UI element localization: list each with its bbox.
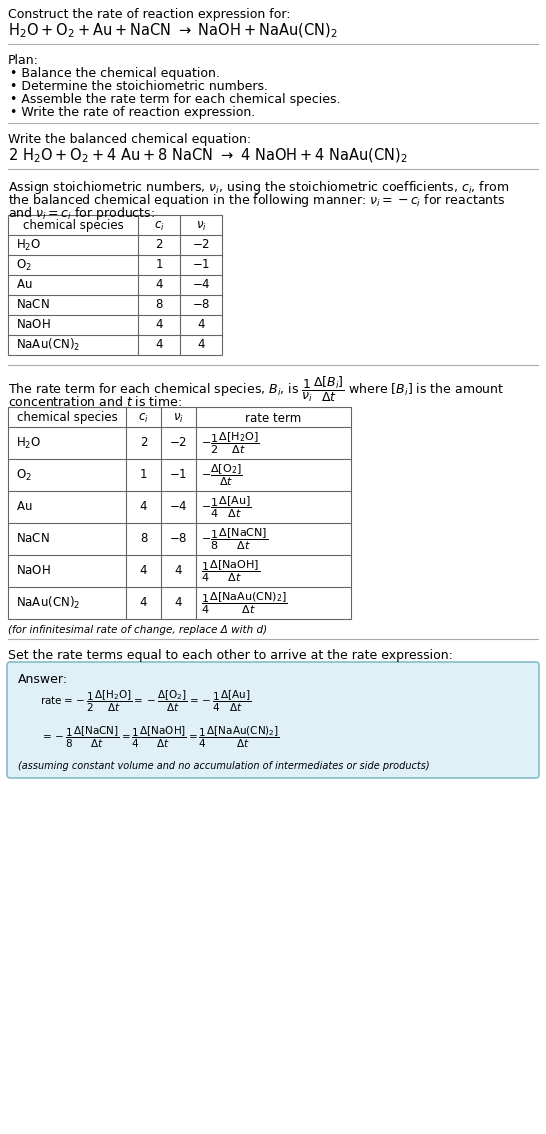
Bar xyxy=(8,407,351,619)
Text: Assign stoichiometric numbers, $\nu_i$, using the stoichiometric coefficients, $: Assign stoichiometric numbers, $\nu_i$, … xyxy=(8,179,509,196)
Text: $\nu_i$: $\nu_i$ xyxy=(173,412,184,424)
Text: $\mathrm{NaOH}$: $\mathrm{NaOH}$ xyxy=(16,565,51,577)
Text: (assuming constant volume and no accumulation of intermediates or side products): (assuming constant volume and no accumul… xyxy=(18,761,430,771)
Text: concentration and $t$ is time:: concentration and $t$ is time: xyxy=(8,395,182,409)
Text: $\mathrm{H_2O + O_2 + Au + NaCN}\ \rightarrow\ \mathrm{NaOH + NaAu(CN)_2}$: $\mathrm{H_2O + O_2 + Au + NaCN}\ \right… xyxy=(8,22,337,41)
Text: $\mathrm{NaAu(CN)_2}$: $\mathrm{NaAu(CN)_2}$ xyxy=(16,595,80,611)
Text: (for infinitesimal rate of change, replace Δ with d): (for infinitesimal rate of change, repla… xyxy=(8,625,267,635)
Text: $\mathrm{O_2}$: $\mathrm{O_2}$ xyxy=(16,467,32,483)
Text: 4: 4 xyxy=(155,339,163,352)
Text: 4: 4 xyxy=(155,279,163,291)
Text: $= -\dfrac{1}{8}\dfrac{\Delta [\mathrm{NaCN}]}{\Delta t}= \dfrac{1}{4}\dfrac{\De: $= -\dfrac{1}{8}\dfrac{\Delta [\mathrm{N… xyxy=(40,725,280,751)
Text: Set the rate terms equal to each other to arrive at the rate expression:: Set the rate terms equal to each other t… xyxy=(8,649,453,662)
Text: $4$: $4$ xyxy=(197,339,205,352)
Text: $\mathrm{O_2}$: $\mathrm{O_2}$ xyxy=(16,257,32,272)
Text: 8: 8 xyxy=(140,533,147,545)
Text: $\dfrac{1}{4}\dfrac{\Delta [\mathrm{NaAu(CN)_2}]}{\Delta t}$: $\dfrac{1}{4}\dfrac{\Delta [\mathrm{NaAu… xyxy=(201,591,288,616)
Text: $-2$: $-2$ xyxy=(169,437,188,449)
Text: $4$: $4$ xyxy=(174,596,183,609)
Text: $\mathrm{NaAu(CN)_2}$: $\mathrm{NaAu(CN)_2}$ xyxy=(16,337,80,353)
Text: 2: 2 xyxy=(155,238,163,252)
Text: $\mathrm{2\ H_2O + O_2 + 4\ Au + 8\ NaCN}\ \rightarrow\ \mathrm{4\ NaOH + 4\ NaA: $\mathrm{2\ H_2O + O_2 + 4\ Au + 8\ NaCN… xyxy=(8,147,408,166)
Text: $-2$: $-2$ xyxy=(192,238,210,252)
Text: • Determine the stoichiometric numbers.: • Determine the stoichiometric numbers. xyxy=(10,81,268,93)
Text: 4: 4 xyxy=(140,596,147,609)
Text: $\mathrm{H_2O}$: $\mathrm{H_2O}$ xyxy=(16,237,41,253)
Text: $\mathrm{Au}$: $\mathrm{Au}$ xyxy=(16,500,32,514)
Text: 4: 4 xyxy=(140,500,147,514)
Text: $-1$: $-1$ xyxy=(192,259,210,271)
Bar xyxy=(8,215,222,355)
Text: $c_i$: $c_i$ xyxy=(153,220,164,232)
Text: Answer:: Answer: xyxy=(18,672,68,686)
Text: $\mathrm{H_2O}$: $\mathrm{H_2O}$ xyxy=(16,435,41,450)
Text: $4$: $4$ xyxy=(197,319,205,331)
Text: $\mathrm{Au}$: $\mathrm{Au}$ xyxy=(16,279,32,291)
Text: Construct the rate of reaction expression for:: Construct the rate of reaction expressio… xyxy=(8,8,290,22)
Text: Write the balanced chemical equation:: Write the balanced chemical equation: xyxy=(8,133,251,146)
Text: $4$: $4$ xyxy=(174,565,183,577)
Text: the balanced chemical equation in the following manner: $\nu_i = -c_i$ for react: the balanced chemical equation in the fo… xyxy=(8,192,506,209)
Text: $-\dfrac{1}{4}\dfrac{\Delta [\mathrm{Au}]}{\Delta t}$: $-\dfrac{1}{4}\dfrac{\Delta [\mathrm{Au}… xyxy=(201,494,252,519)
Text: $\dfrac{1}{4}\dfrac{\Delta [\mathrm{NaOH}]}{\Delta t}$: $\dfrac{1}{4}\dfrac{\Delta [\mathrm{NaOH… xyxy=(201,558,260,584)
Text: 1: 1 xyxy=(140,468,147,482)
Text: $-\dfrac{1}{8}\dfrac{\Delta [\mathrm{NaCN}]}{\Delta t}$: $-\dfrac{1}{8}\dfrac{\Delta [\mathrm{NaC… xyxy=(201,526,268,552)
Text: $-\dfrac{\Delta [\mathrm{O_2}]}{\Delta t}$: $-\dfrac{\Delta [\mathrm{O_2}]}{\Delta t… xyxy=(201,463,243,488)
Text: $-8$: $-8$ xyxy=(192,298,210,312)
Text: $\mathrm{NaCN}$: $\mathrm{NaCN}$ xyxy=(16,298,50,312)
Text: Plan:: Plan: xyxy=(8,54,39,67)
Text: $-\dfrac{1}{2}\dfrac{\Delta [\mathrm{H_2O}]}{\Delta t}$: $-\dfrac{1}{2}\dfrac{\Delta [\mathrm{H_2… xyxy=(201,430,259,456)
Text: $-8$: $-8$ xyxy=(169,533,188,545)
Text: $\nu_i$: $\nu_i$ xyxy=(195,220,206,232)
Text: • Assemble the rate term for each chemical species.: • Assemble the rate term for each chemic… xyxy=(10,93,341,105)
Text: • Balance the chemical equation.: • Balance the chemical equation. xyxy=(10,67,220,81)
Text: rate term: rate term xyxy=(245,412,301,424)
Text: $c_i$: $c_i$ xyxy=(138,412,149,424)
Text: chemical species: chemical species xyxy=(16,412,117,424)
Text: $-4$: $-4$ xyxy=(169,500,188,514)
Text: 8: 8 xyxy=(155,298,163,312)
Text: • Write the rate of reaction expression.: • Write the rate of reaction expression. xyxy=(10,105,255,119)
Text: $-1$: $-1$ xyxy=(169,468,188,482)
Text: The rate term for each chemical species, $B_i$, is $\dfrac{1}{\nu_i}\dfrac{\Delt: The rate term for each chemical species,… xyxy=(8,375,505,404)
Text: 2: 2 xyxy=(140,437,147,449)
Text: $\mathrm{rate} = -\dfrac{1}{2}\dfrac{\Delta [\mathrm{H_2O}]}{\Delta t}= -\dfrac{: $\mathrm{rate} = -\dfrac{1}{2}\dfrac{\De… xyxy=(40,689,251,714)
Text: chemical species: chemical species xyxy=(22,220,123,232)
Text: 4: 4 xyxy=(155,319,163,331)
FancyBboxPatch shape xyxy=(7,662,539,778)
Text: $\mathrm{NaCN}$: $\mathrm{NaCN}$ xyxy=(16,533,50,545)
Text: 1: 1 xyxy=(155,259,163,271)
Text: and $\nu_i = c_i$ for products:: and $\nu_i = c_i$ for products: xyxy=(8,205,155,222)
Text: 4: 4 xyxy=(140,565,147,577)
Text: $\mathrm{NaOH}$: $\mathrm{NaOH}$ xyxy=(16,319,51,331)
Text: $-4$: $-4$ xyxy=(192,279,210,291)
